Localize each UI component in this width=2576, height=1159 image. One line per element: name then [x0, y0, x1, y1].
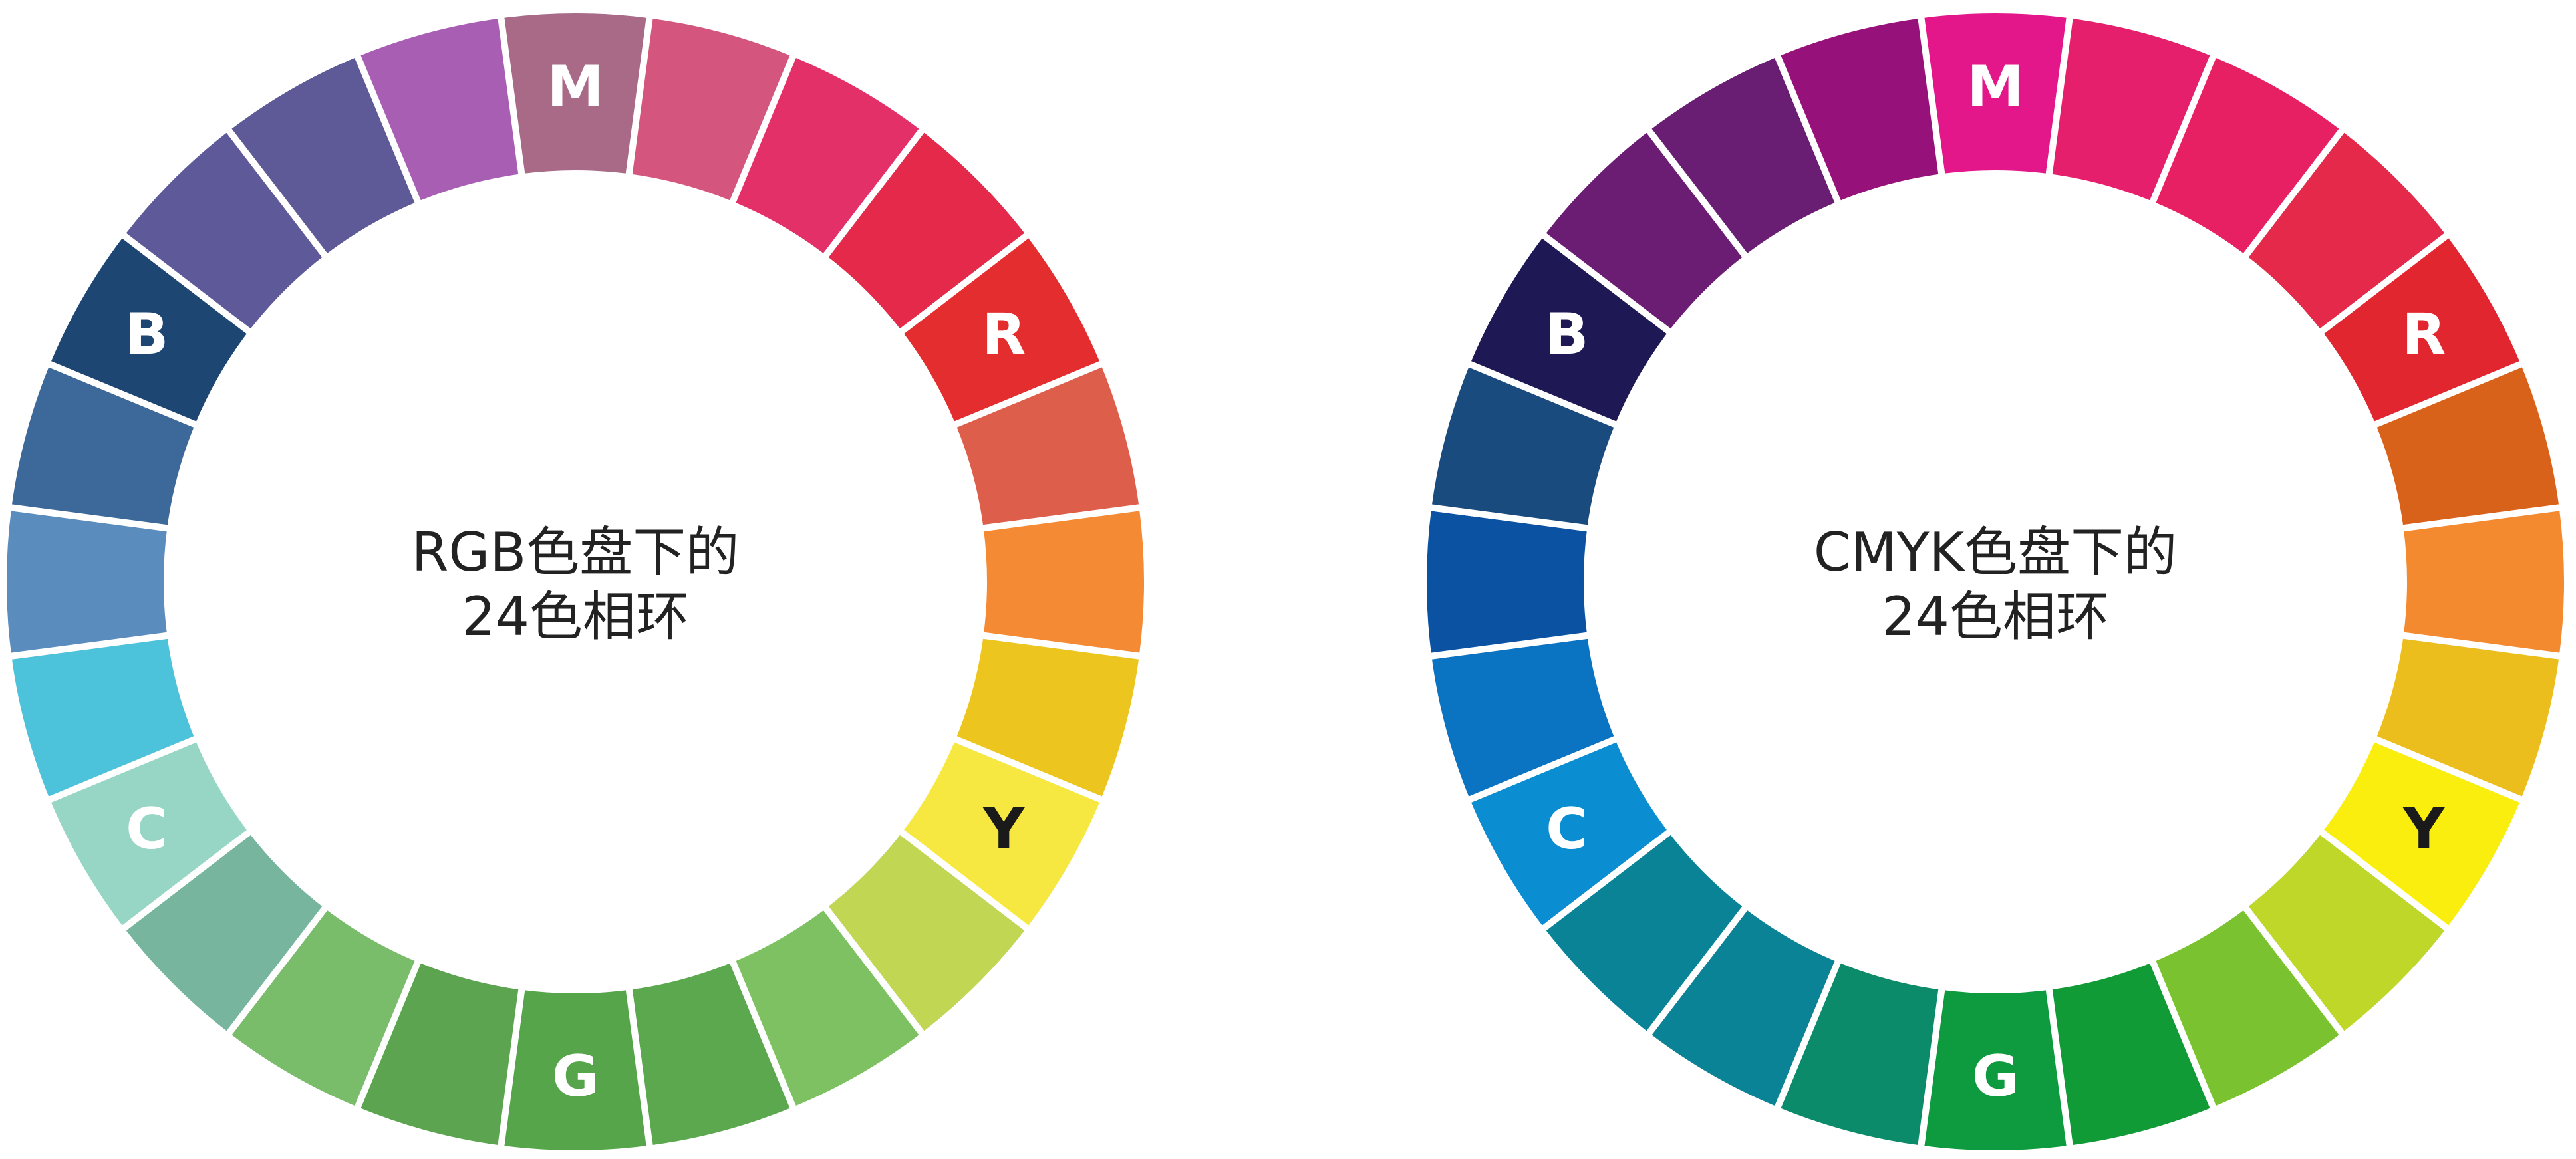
rgb-wheel-label-g: G — [552, 1043, 599, 1110]
cmyk-wheel-segment-23 — [1772, 11, 1946, 209]
rgb-wheel-segment-23 — [352, 11, 526, 209]
rgb-wheel-label-b: B — [125, 301, 169, 368]
rgb-wheel-segment-6 — [976, 503, 1151, 660]
cmyk-wheel-label-r: R — [2402, 301, 2446, 368]
cmyk-wheel-label-m: M — [1967, 54, 2024, 120]
cmyk-wheel-label-g: G — [1972, 1043, 2019, 1110]
cmyk-wheel-title-line-1: CMYK色盘下的 — [1814, 521, 2177, 583]
rgb-wheel-label-m: M — [547, 54, 604, 120]
rgb-wheel-title-line-1: RGB色盘下的 — [412, 521, 739, 583]
cmyk-wheel-segment-18 — [1420, 503, 1594, 660]
cmyk-wheel-title-line-2: 24色相环 — [1882, 586, 2109, 648]
rgb-wheel-label-c: C — [126, 796, 168, 862]
cmyk-wheel-label-y: Y — [2402, 796, 2446, 862]
rgb-wheel-segment-18 — [0, 503, 174, 660]
cmyk-color-wheel: M R Y G C B CMYK色盘下的 24色相环 — [1420, 7, 2571, 1157]
rgb-color-wheel: M R Y G C B RGB色盘下的 24色相环 — [0, 7, 1151, 1157]
cmyk-wheel-segment-6 — [2396, 503, 2571, 660]
cmyk-wheel-label-c: C — [1546, 796, 1588, 862]
rgb-wheel-label-y: Y — [982, 796, 1026, 862]
rgb-wheel-label-r: R — [982, 301, 1026, 368]
cmyk-wheel-label-b: B — [1545, 301, 1589, 368]
rgb-wheel-title-line-2: 24色相环 — [462, 586, 689, 648]
